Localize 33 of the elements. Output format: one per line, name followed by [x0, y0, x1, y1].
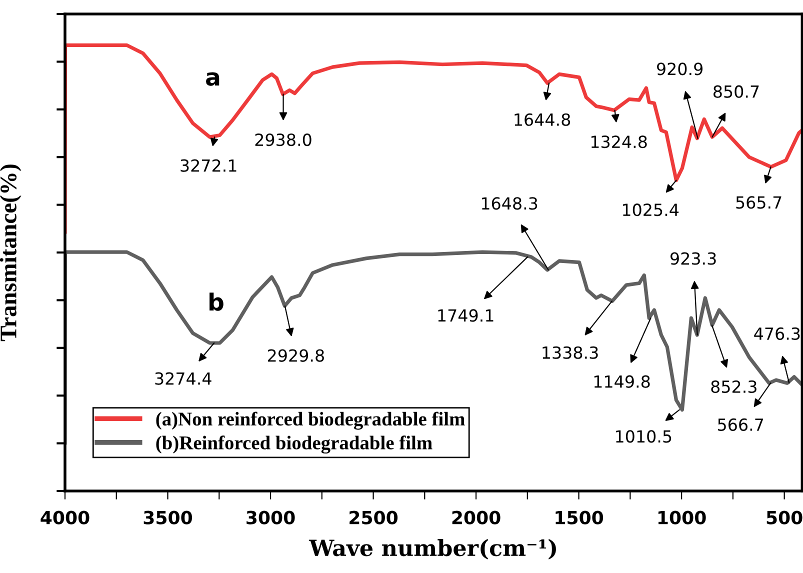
x-tick-label: 3000	[246, 510, 295, 524]
y-axis-title: Transmitance(%)	[0, 164, 22, 342]
x-tick-label: 2500	[350, 510, 398, 524]
annotation: 850.7	[714, 85, 759, 98]
annotation: 923.3	[670, 252, 716, 265]
annotation: 1749.1	[438, 309, 494, 322]
annotation: 566.7	[718, 418, 764, 431]
annotation: 1644.8	[514, 113, 570, 126]
annotation: 565.7	[736, 196, 782, 209]
x-tick-label: 1500	[556, 510, 604, 524]
legend-label: (b)Reinforced biodegradable film	[156, 436, 432, 454]
x-tick-label: 4000	[40, 510, 90, 524]
x-tick-label: 3500	[144, 510, 192, 524]
x-axis-title: Wave number(cm⁻¹)	[308, 539, 556, 560]
annotation: b	[210, 292, 224, 311]
annotation: 920.9	[657, 62, 702, 76]
annotation: 3272.1	[180, 159, 236, 172]
annotation: a	[206, 72, 220, 86]
x-tick-label: 1000	[658, 510, 706, 524]
annotation: 2938.0	[255, 133, 312, 146]
annotation: 1149.8	[594, 375, 650, 388]
annotation: 2929.8	[268, 349, 324, 362]
annotation: 1648.3	[482, 197, 538, 210]
legend-label: (a)Non reinforced biodegradable film	[156, 412, 465, 430]
annotation: 1338.3	[542, 346, 598, 359]
x-tick-label: 2000	[452, 510, 500, 524]
annotation: 476.3	[754, 327, 800, 340]
annotation: 1010.5	[616, 430, 672, 443]
annotation: 1324.8	[591, 136, 647, 148]
annotation: 1025.4	[623, 204, 679, 216]
x-tick-label: 500	[766, 510, 802, 524]
annotation: 852.3	[711, 380, 756, 393]
annotation: 3274.4	[155, 372, 212, 385]
